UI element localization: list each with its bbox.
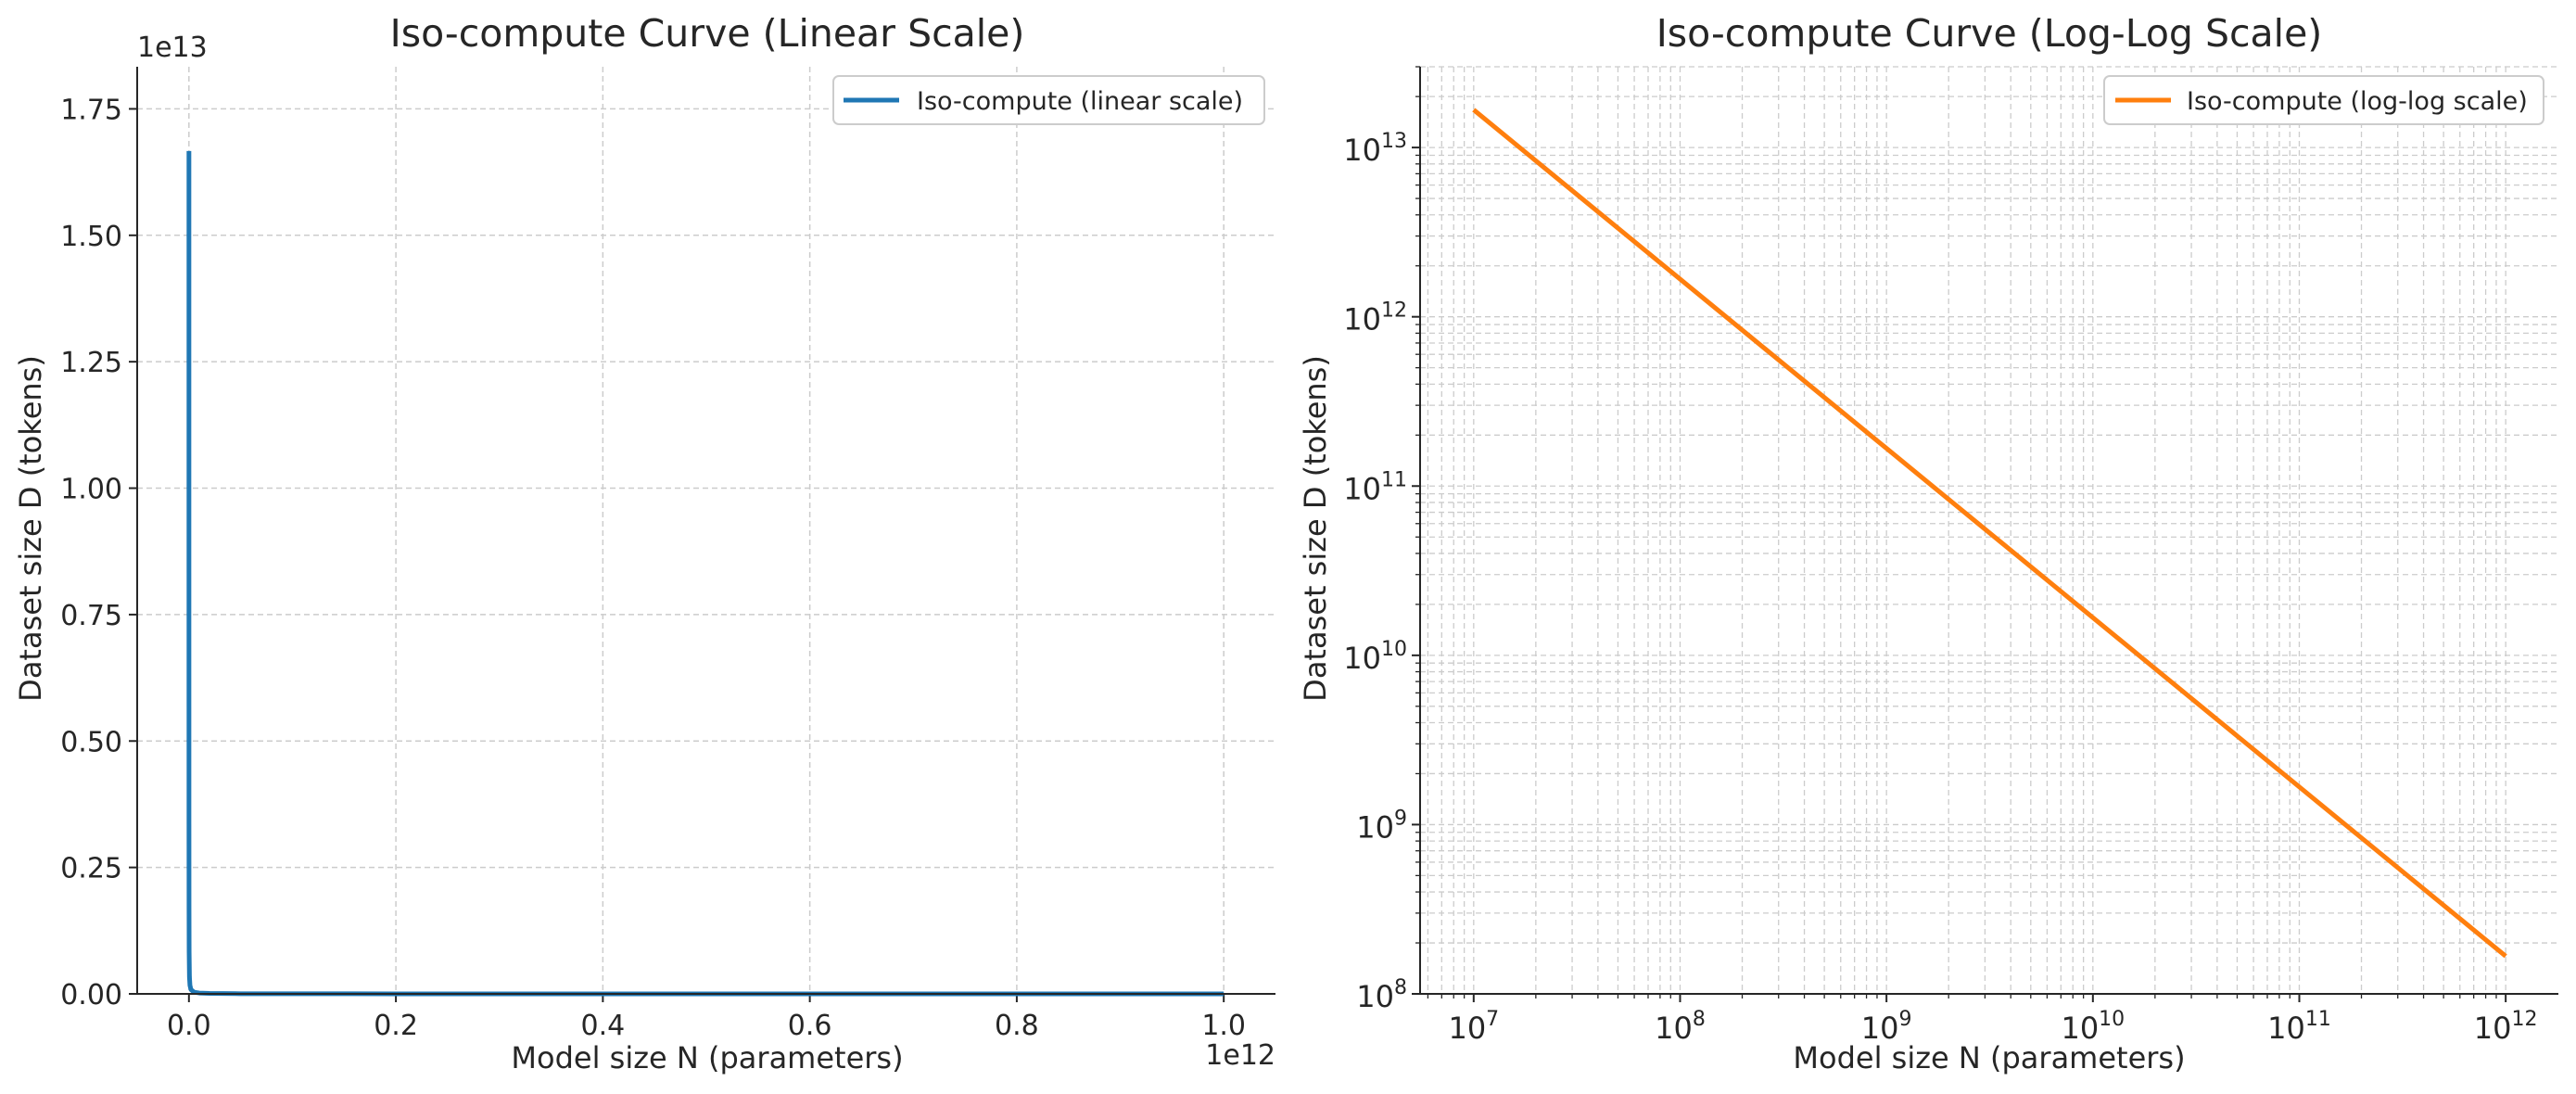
y-tick-label: 0.75	[60, 600, 122, 632]
log-chart-ticks: 107 108 109 1010 1011 1012 108 109 1010 1011 1012 1…	[1343, 66, 2538, 1046]
log-chart-title: Iso-compute Curve (Log-Log Scale)	[1656, 11, 2323, 56]
y-tick-label: 1.50	[60, 221, 122, 253]
linear-chart-grid	[137, 67, 1275, 995]
series-line	[1472, 108, 2507, 959]
y-tick-label: 0.00	[60, 979, 122, 1011]
linear-chart-y-offset-label: 1e13	[137, 32, 208, 64]
x-tick-label: 108	[1655, 1008, 1706, 1046]
linear-chart-legend-entry: Iso-compute (linear scale)	[917, 87, 1243, 116]
linear-chart-y-axis-label: Dataset size D (tokens)	[13, 355, 48, 702]
y-tick-label: 1013	[1343, 130, 1407, 168]
x-tick-label: 107	[1448, 1008, 1499, 1046]
y-tick-label: 1.75	[60, 94, 122, 126]
y-tick-label: 1.25	[60, 347, 122, 379]
y-tick-label: 108	[1356, 976, 1407, 1014]
linear-chart-x-axis-label: Model size N (parameters)	[511, 1040, 903, 1075]
y-tick-label: 1011	[1343, 468, 1407, 506]
linear-chart-x-offset-label: 1e12	[1205, 1039, 1275, 1072]
linear-chart-ticks: 0.0 0.2 0.4 0.6 0.8 1.0 0.00 0.25 0.50 0.75 1.00 1.…	[60, 94, 1246, 1042]
x-tick-label: 1010	[2061, 1008, 2125, 1046]
log-chart-grid	[1420, 66, 2558, 995]
x-tick-label: 0.0	[167, 1010, 211, 1042]
y-tick-label: 109	[1356, 807, 1407, 845]
y-tick-label: 0.50	[60, 726, 122, 758]
x-tick-label: 109	[1861, 1008, 1912, 1046]
x-tick-label: 1.0	[1201, 1010, 1246, 1042]
log-chart-axes	[1419, 67, 2558, 995]
x-tick-label: 0.4	[581, 1010, 626, 1042]
log-chart-x-axis-label: Model size N (parameters)	[1793, 1040, 2185, 1075]
log-chart-y-axis-label: Dataset size D (tokens)	[1298, 355, 1333, 702]
linear-chart-title: Iso-compute Curve (Linear Scale)	[390, 11, 1025, 56]
x-tick-label: 0.2	[374, 1010, 418, 1042]
linear-chart-legend-box	[832, 75, 1265, 125]
log-chart-series	[1472, 108, 2507, 959]
log-chart-legend-box	[2103, 75, 2544, 125]
linear-chart-axes	[136, 67, 1275, 995]
linear-scale-chart: Iso-compute Curve (Linear Scale) 1e13 1e…	[13, 11, 1275, 1075]
x-tick-label: 1011	[2267, 1008, 2331, 1046]
log-chart-legend: Iso-compute (log-log scale)	[2103, 75, 2544, 125]
y-tick-label: 1010	[1343, 638, 1407, 676]
log-chart-legend-entry: Iso-compute (log-log scale)	[2187, 87, 2528, 116]
log-log-scale-chart: Iso-compute Curve (Log-Log Scale) Model …	[1298, 11, 2558, 1075]
x-tick-label: 0.8	[995, 1010, 1039, 1042]
x-tick-label: 0.6	[788, 1010, 832, 1042]
y-tick-label: 1012	[1343, 299, 1407, 337]
y-tick-label: 1.00	[60, 474, 122, 506]
linear-chart-legend: Iso-compute (linear scale)	[832, 75, 1265, 125]
y-tick-label: 0.25	[60, 853, 122, 885]
x-tick-label: 1012	[2474, 1008, 2538, 1046]
